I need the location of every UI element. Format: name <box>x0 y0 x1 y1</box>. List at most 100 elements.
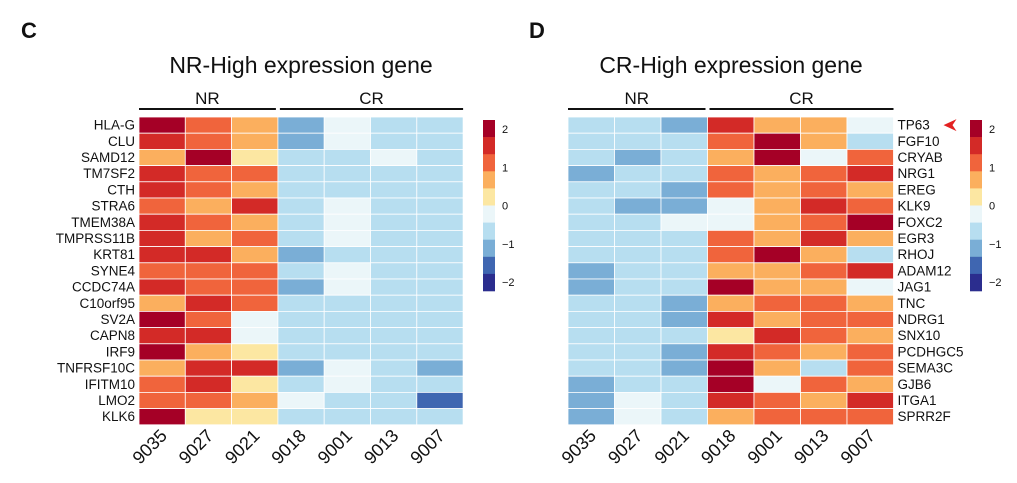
heatmap-cell <box>138 132 186 150</box>
sample-label: 9001 <box>744 425 786 467</box>
heatmap-cell <box>370 229 418 247</box>
heatmap-cell <box>277 278 325 296</box>
gene-label: ITGA1 <box>898 393 937 408</box>
colorbar-swatch <box>483 239 495 258</box>
heatmap-cell <box>614 181 662 199</box>
colorbar-swatch <box>970 239 982 258</box>
heatmap-cell <box>416 359 464 377</box>
heatmap-cell <box>567 391 615 409</box>
heatmap-cell <box>707 116 755 134</box>
heatmap-cell <box>800 181 848 199</box>
heatmap-cell <box>753 229 801 247</box>
heatmap-cell <box>846 278 894 296</box>
heatmap-cell <box>753 132 801 150</box>
colorbar-tick-label: −2 <box>989 277 1002 289</box>
gene-label: IRF9 <box>106 344 135 359</box>
heatmap-cell <box>231 343 279 361</box>
gene-label: TNFRSF10C <box>57 361 135 376</box>
heatmap-cell <box>323 359 371 377</box>
gene-label: CAPN8 <box>90 328 135 343</box>
heatmap-cell <box>846 197 894 215</box>
gene-label: NDRG1 <box>898 312 945 327</box>
gene-label: CRYAB <box>898 150 943 165</box>
heatmap-cell <box>707 132 755 150</box>
gene-label: TMPRSS11B <box>56 231 135 246</box>
gene-label: KLK6 <box>102 409 135 424</box>
heatmap-cell <box>707 197 755 215</box>
gene-label: KRT81 <box>93 247 135 262</box>
heatmap-cell <box>800 116 848 134</box>
heatmap-cell <box>138 246 186 264</box>
sample-label: 9021 <box>221 425 263 467</box>
panel-d-sample-labels: 9035 9027 9021 9018 9001 9013 9007 <box>558 425 879 467</box>
heatmap-cell <box>707 181 755 199</box>
colorbar-swatch <box>970 205 982 223</box>
heatmap-cell <box>370 116 418 134</box>
sample-label: 9027 <box>175 425 217 467</box>
heatmap-cell <box>231 327 279 345</box>
heatmap-cell <box>567 262 615 280</box>
gene-label: SEMA3C <box>898 361 954 376</box>
heatmap-cell <box>416 327 464 345</box>
heatmap-cell <box>567 359 615 377</box>
heatmap-cell <box>184 132 233 150</box>
heatmap-cell <box>660 246 708 264</box>
heatmap-cell <box>138 262 186 280</box>
heatmap-cell <box>323 391 371 409</box>
heatmap-cell <box>184 213 233 231</box>
colorbar-tick-label: 2 <box>989 124 995 136</box>
heatmap-cell <box>370 148 418 166</box>
heatmap-cell <box>800 148 848 166</box>
colorbar-swatch <box>483 171 495 189</box>
heatmap-cell <box>567 213 615 231</box>
heatmap-cell <box>138 278 186 296</box>
heatmap-cell <box>846 391 894 409</box>
heatmap-cell <box>753 408 801 426</box>
colorbar-swatch <box>483 256 495 275</box>
heatmap-cell <box>184 359 233 377</box>
heatmap-cell <box>184 229 233 247</box>
colorbar-swatch <box>970 137 982 155</box>
heatmap-cell <box>753 246 801 264</box>
heatmap-cell <box>138 408 186 426</box>
heatmap-cell <box>707 375 755 393</box>
heatmap-cell <box>231 262 279 280</box>
heatmap-cell <box>277 213 325 231</box>
heatmap-cell <box>800 375 848 393</box>
sample-label: 9018 <box>267 425 309 467</box>
group-label: CR <box>789 89 814 108</box>
gene-label: LMO2 <box>98 393 135 408</box>
heatmap-cell <box>138 310 186 328</box>
heatmap-cell <box>800 246 848 264</box>
heatmap-cell <box>753 375 801 393</box>
heatmap-cell <box>231 132 279 150</box>
colorbar-swatch <box>483 188 495 206</box>
sample-label: 9001 <box>314 425 356 467</box>
colorbar-swatch <box>970 171 982 189</box>
heatmap-cell <box>184 165 233 183</box>
heatmap-cell <box>707 165 755 183</box>
colorbar-swatch <box>483 222 495 240</box>
panel-c: C NR-High expression gene NR CR HLA-GCLUS… <box>21 18 515 468</box>
colorbar-tick-label: −1 <box>989 239 1002 251</box>
heatmap-cell <box>614 278 662 296</box>
sample-label: 9007 <box>406 425 448 467</box>
sample-label: 9018 <box>697 425 739 467</box>
heatmap-cell <box>707 148 755 166</box>
colorbar-swatch <box>970 120 982 138</box>
heatmap-cell <box>231 181 279 199</box>
heatmap-cell <box>138 229 186 247</box>
heatmap-cell <box>231 148 279 166</box>
gene-label: EGR3 <box>898 231 935 246</box>
heatmap-cell <box>416 213 464 231</box>
heatmap-cell <box>660 181 708 199</box>
heatmap-cell <box>277 229 325 247</box>
heatmap-cell <box>138 197 186 215</box>
gene-label: CCDC74A <box>72 280 135 295</box>
heatmap-cell <box>614 148 662 166</box>
heatmap-cell <box>660 229 708 247</box>
heatmap-cell <box>277 148 325 166</box>
heatmap-cell <box>323 148 371 166</box>
heatmap-cell <box>753 278 801 296</box>
